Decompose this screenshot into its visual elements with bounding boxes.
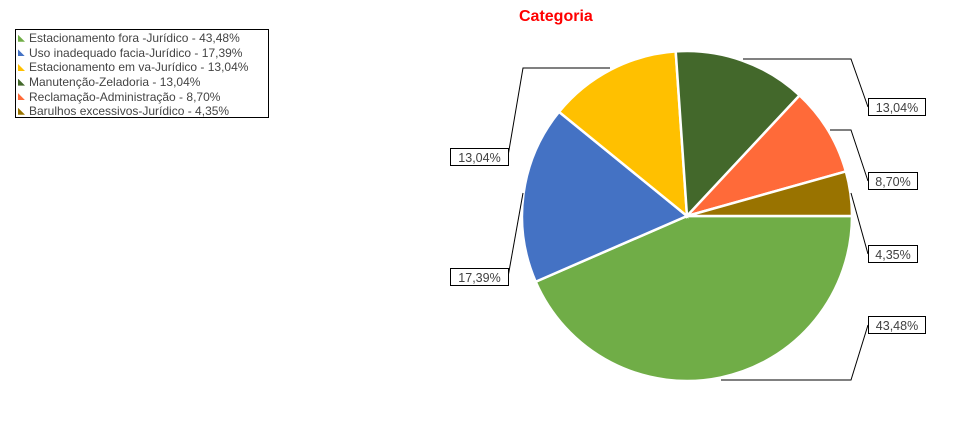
- legend-item[interactable]: Estacionamento fora -Jurídico - 43,48%: [18, 31, 268, 46]
- legend-swatch: [18, 34, 25, 42]
- data-label: 13,04%: [458, 151, 500, 165]
- legend-swatch: [18, 63, 25, 71]
- legend-item[interactable]: Barulhos excessivos-Jurídico - 4,35%: [18, 104, 268, 119]
- data-label: 8,70%: [875, 175, 910, 189]
- legend-label: Estacionamento em va-Jurídico - 13,04%: [29, 60, 249, 75]
- pie-slice[interactable]: [520, 110, 690, 284]
- leader-line: [743, 58, 869, 108]
- leader-line: [721, 324, 869, 381]
- pie-slice[interactable]: [557, 50, 689, 219]
- data-label: 43,48%: [876, 319, 918, 333]
- data-label: 4,35%: [875, 248, 910, 262]
- legend-label: Manutenção-Zeladoria - 13,04%: [29, 75, 201, 90]
- pie-slice[interactable]: [674, 49, 802, 219]
- data-label-box: [868, 98, 926, 116]
- data-label-box: [450, 148, 509, 166]
- legend-swatch: [18, 49, 25, 57]
- pie-slice[interactable]: [534, 214, 854, 383]
- chart-title: Categoria: [519, 8, 593, 25]
- data-label: 13,04%: [876, 101, 918, 115]
- legend-label: Estacionamento fora -Jurídico - 43,48%: [29, 31, 240, 46]
- leader-line: [850, 192, 869, 255]
- leader-line: [830, 129, 869, 182]
- data-label-box: [868, 245, 918, 263]
- legend-swatch: [18, 78, 25, 86]
- legend-label: Reclamação-Administração - 8,70%: [29, 89, 221, 104]
- data-label-box: [868, 316, 926, 334]
- data-label: 17,39%: [458, 271, 500, 285]
- legend-item[interactable]: Estacionamento em va-Jurídico - 13,04%: [18, 60, 268, 75]
- legend-item[interactable]: Manutenção-Zeladoria - 13,04%: [18, 75, 268, 90]
- leader-line: [507, 192, 524, 278]
- pie-slice[interactable]: [686, 169, 854, 218]
- legend: Estacionamento fora -Jurídico - 43,48% Us…: [15, 29, 269, 118]
- pie-slice[interactable]: [683, 93, 848, 219]
- data-label-box: [868, 172, 918, 190]
- leader-line: [507, 67, 610, 157]
- legend-label: Barulhos excessivos-Jurídico - 4,35%: [29, 104, 230, 119]
- legend-swatch: [18, 93, 25, 101]
- legend-item[interactable]: Reclamação-Administração - 8,70%: [18, 89, 268, 104]
- legend-swatch: [18, 107, 25, 115]
- legend-item[interactable]: Uso inadequado facia-Jurídico - 17,39%: [18, 46, 268, 61]
- data-label-box: [450, 268, 509, 286]
- legend-label: Uso inadequado facia-Jurídico - 17,39%: [29, 45, 243, 60]
